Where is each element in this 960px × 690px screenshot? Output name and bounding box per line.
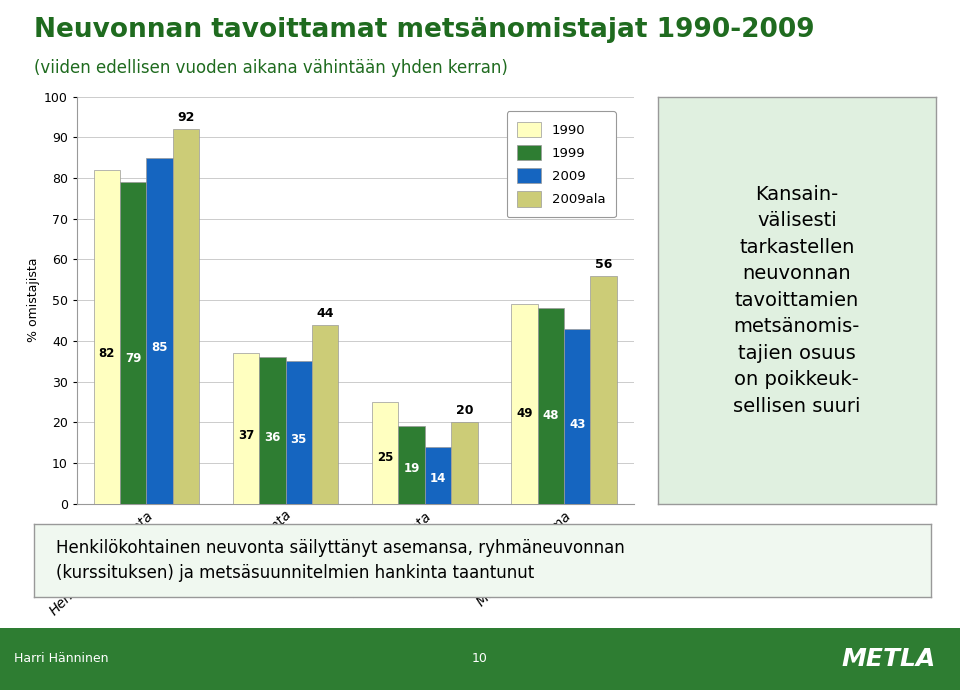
Text: 85: 85 xyxy=(152,342,168,355)
Bar xyxy=(372,402,398,504)
Text: Kansain-
välisesti
tarkastellen
neuvonnan
tavoittamien
metsänomis-
tajien osuus
: Kansain- välisesti tarkastellen neuvonna… xyxy=(733,185,860,415)
Bar xyxy=(232,353,259,504)
Y-axis label: % omistajista: % omistajista xyxy=(27,258,39,342)
Text: 92: 92 xyxy=(178,111,195,124)
Text: 37: 37 xyxy=(238,429,254,442)
Bar xyxy=(398,426,424,504)
Bar xyxy=(451,422,478,504)
Bar xyxy=(538,308,564,504)
Text: 36: 36 xyxy=(264,431,280,444)
Text: 10: 10 xyxy=(472,653,488,665)
Bar xyxy=(312,324,339,504)
Text: 25: 25 xyxy=(377,451,394,464)
Bar xyxy=(511,304,538,504)
Text: Harri Hänninen: Harri Hänninen xyxy=(14,653,108,665)
Text: 82: 82 xyxy=(99,347,115,360)
Bar xyxy=(146,157,173,504)
Bar xyxy=(564,328,590,504)
Text: Henkilökohtainen neuvonta säilyttänyt asemansa, ryhmäneuvonnan
(kurssituksen) ja: Henkilökohtainen neuvonta säilyttänyt as… xyxy=(56,539,625,582)
Bar xyxy=(590,276,617,504)
Text: 14: 14 xyxy=(430,471,446,484)
Text: 56: 56 xyxy=(595,258,612,271)
Bar xyxy=(259,357,286,504)
Bar xyxy=(93,170,120,504)
Bar xyxy=(173,129,200,504)
Text: (viiden edellisen vuoden aikana vähintään yhden kerran): (viiden edellisen vuoden aikana vähintää… xyxy=(34,59,508,77)
Text: Neuvonnan tavoittamat metsänomistajat 1990-2009: Neuvonnan tavoittamat metsänomistajat 19… xyxy=(34,17,814,43)
Text: 79: 79 xyxy=(125,353,141,366)
Text: 19: 19 xyxy=(403,462,420,475)
Text: 49: 49 xyxy=(516,407,533,420)
Text: 43: 43 xyxy=(569,418,586,431)
Text: 20: 20 xyxy=(456,404,473,417)
Bar xyxy=(120,182,146,504)
Text: 44: 44 xyxy=(317,306,334,319)
Bar xyxy=(424,446,451,504)
Text: 35: 35 xyxy=(291,433,307,446)
Legend: 1990, 1999, 2009, 2009ala: 1990, 1999, 2009, 2009ala xyxy=(507,111,616,217)
Bar xyxy=(286,362,312,504)
Text: 48: 48 xyxy=(542,409,559,422)
Text: METLA: METLA xyxy=(842,647,936,671)
